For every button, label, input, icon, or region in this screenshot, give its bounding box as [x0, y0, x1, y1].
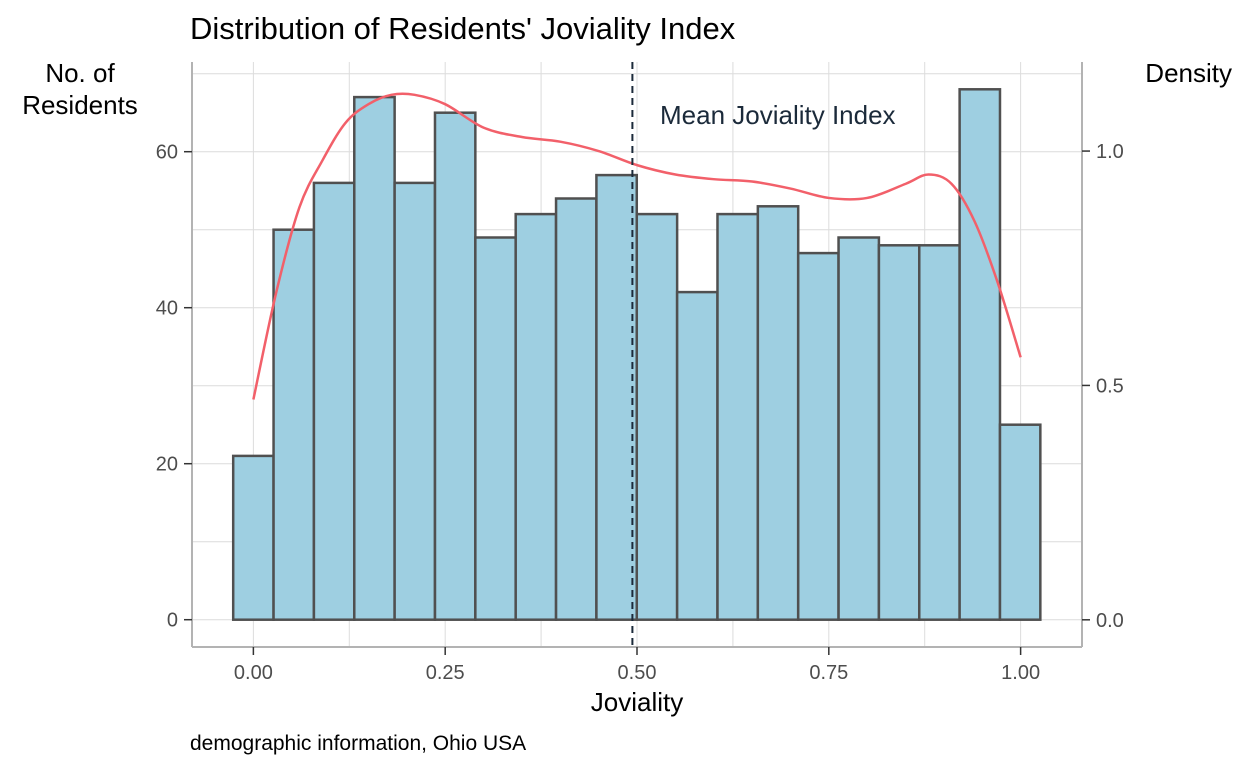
y2-axis-ticks: 0.0 0.5 1.0 — [1082, 141, 1124, 632]
histogram-bar — [595, 173, 639, 621]
histogram-bar — [837, 236, 881, 621]
y-tick-label: 40 — [156, 298, 178, 320]
histogram-bar — [393, 181, 437, 621]
histogram-bar — [272, 228, 316, 621]
y-tick-label: 20 — [156, 454, 178, 476]
y2-tick-label: 0.0 — [1096, 610, 1124, 632]
x-tick-label: 0.75 — [809, 662, 848, 684]
histogram-bar — [998, 423, 1042, 621]
histogram-bar — [231, 454, 275, 621]
x-axis-title: Joviality — [591, 687, 683, 717]
histogram-bar — [312, 181, 356, 621]
histogram-bars — [231, 88, 1042, 621]
chart-title: Distribution of Residents' Joviality Ind… — [190, 11, 736, 46]
density-line — [252, 92, 1022, 400]
histogram-bar — [877, 244, 921, 621]
y-axis-title: No. of Residents — [22, 58, 138, 120]
histogram-bar — [554, 197, 598, 621]
chart-caption: demographic information, Ohio USA — [190, 732, 526, 755]
y2-axis-title: Density — [1145, 58, 1232, 88]
x-tick-label: 0.50 — [618, 662, 657, 684]
y2-tick-label: 0.5 — [1096, 375, 1124, 397]
histogram-bar — [918, 244, 961, 621]
x-tick-label: 0.25 — [426, 662, 465, 684]
y-axis-title-line-2: Residents — [22, 90, 138, 120]
x-tick-label: 1.00 — [1001, 662, 1040, 684]
histogram-bar — [514, 212, 558, 621]
y2-tick-label: 1.0 — [1096, 141, 1124, 163]
histogram-bar — [433, 111, 477, 621]
y-axis-title-line-1: No. of — [45, 58, 115, 88]
histogram-bar — [675, 290, 719, 621]
histogram-bar — [756, 205, 800, 621]
y-tick-label: 60 — [156, 142, 178, 164]
y-tick-label: 0 — [167, 610, 178, 632]
y-axis-ticks: 0 20 40 60 — [156, 142, 192, 632]
histogram-bar — [353, 95, 396, 621]
histogram-bar — [958, 88, 1002, 621]
density-curve — [252, 92, 1022, 400]
histogram-bar — [635, 212, 679, 621]
mean-annotation: Mean Joviality Index — [660, 100, 896, 130]
x-tick-label: 0.00 — [234, 662, 273, 684]
histogram-bar — [474, 236, 517, 621]
histogram-bar — [716, 212, 760, 621]
x-axis-ticks: 0.00 0.25 0.50 0.75 1.00 — [234, 647, 1040, 684]
histogram-bar — [796, 251, 840, 621]
